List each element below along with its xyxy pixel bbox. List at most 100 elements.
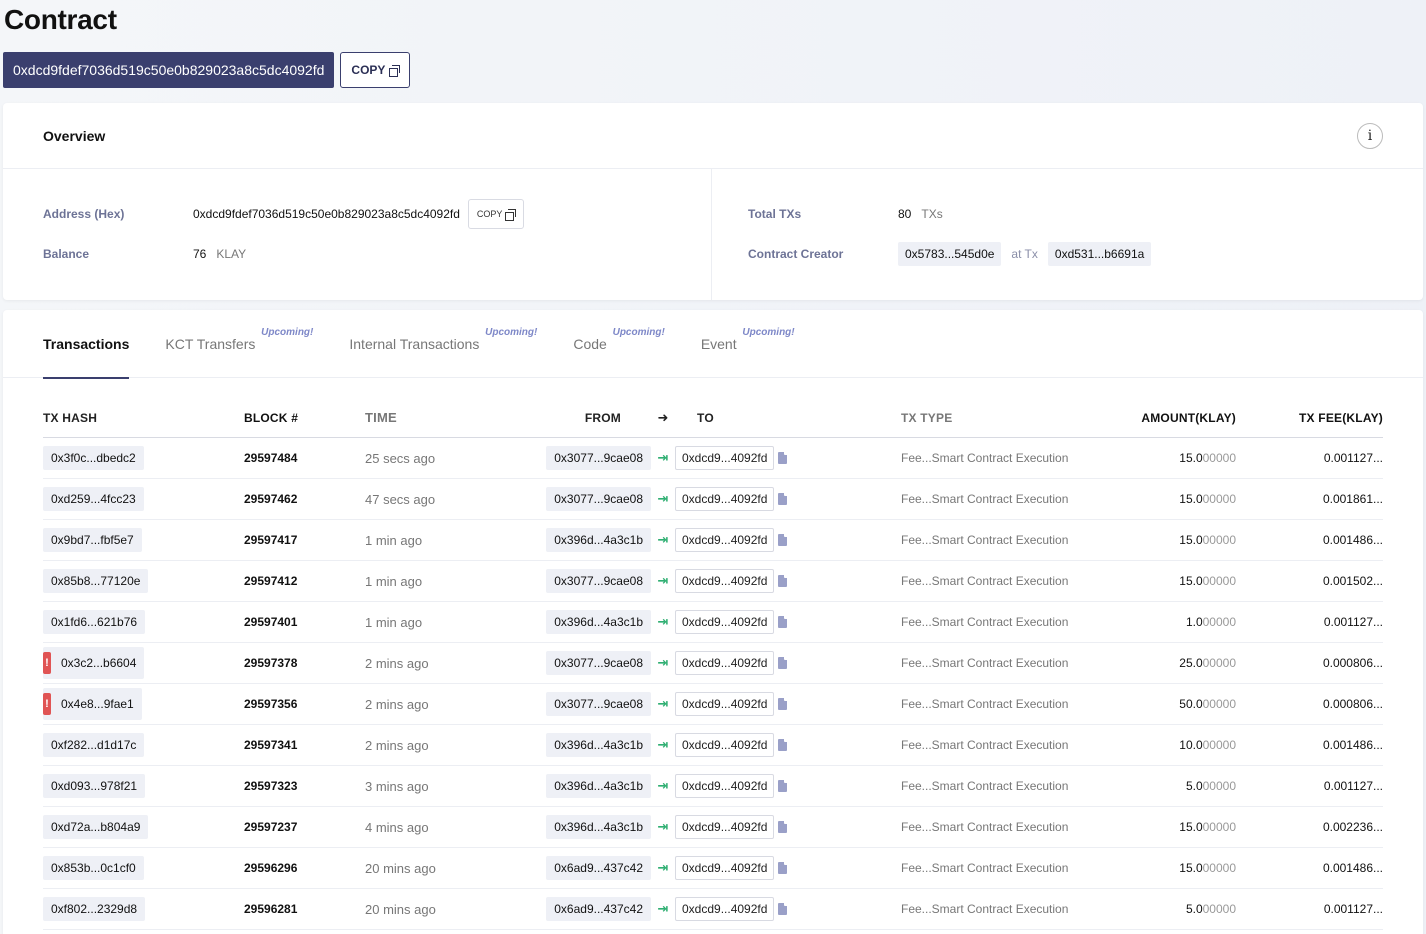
table-row: 0x853b...0c1cf0 29596296 20 mins ago 0x6… bbox=[43, 848, 1383, 889]
balance-unit: KLAY bbox=[216, 247, 247, 261]
tx-time: 3 mins ago bbox=[365, 778, 429, 794]
to-address-link[interactable]: 0xdcd9...4092fd bbox=[675, 774, 775, 798]
from-address-link[interactable]: 0x3077...9cae08 bbox=[546, 569, 651, 593]
from-cell: 0x3077...9cae08 bbox=[539, 446, 651, 470]
to-address-link[interactable]: 0xdcd9...4092fd bbox=[675, 569, 775, 593]
contract-doc-icon bbox=[778, 616, 788, 628]
contract-doc-icon bbox=[778, 862, 788, 874]
from-address-link[interactable]: 0x6ad9...437c42 bbox=[546, 897, 651, 921]
amount-decimals: 00000 bbox=[1202, 697, 1236, 711]
creator-tx-link[interactable]: 0xd531...b6691a bbox=[1047, 242, 1152, 266]
to-address-link[interactable]: 0xdcd9...4092fd bbox=[675, 856, 775, 880]
total-txs-value: 80 bbox=[898, 207, 912, 221]
from-cell: 0x3077...9cae08 bbox=[539, 487, 651, 511]
copy-address-button[interactable]: COPY bbox=[340, 52, 411, 88]
tx-hash-link[interactable]: 0xf282...d1d17c bbox=[43, 733, 145, 757]
tx-hash-text: 0x3c2...b6604 bbox=[61, 656, 137, 670]
from-address-link[interactable]: 0x3077...9cae08 bbox=[546, 487, 651, 511]
tx-hash-text: 0x9bd7...fbf5e7 bbox=[51, 533, 134, 547]
block-number[interactable]: 29596281 bbox=[244, 902, 298, 916]
from-address-link[interactable]: 0x396d...4a3c1b bbox=[546, 815, 651, 839]
tx-hash-text: 0x85b8...77120e bbox=[51, 574, 141, 588]
from-address-link[interactable]: 0x6ad9...437c42 bbox=[546, 856, 651, 880]
info-icon[interactable]: i bbox=[1357, 122, 1383, 149]
block-number[interactable]: 29597237 bbox=[244, 820, 298, 834]
tx-time: 20 mins ago bbox=[365, 860, 436, 876]
tx-fee: 0.001127... bbox=[1323, 615, 1383, 629]
transactions-card: Transactions KCT Transfers Upcoming! Int… bbox=[3, 310, 1423, 934]
tab-internal-transactions[interactable]: Internal Transactions Upcoming! bbox=[349, 310, 537, 378]
block-number[interactable]: 29597417 bbox=[244, 533, 298, 547]
tx-hash-cell: 0xd72a...b804a9 bbox=[43, 815, 244, 839]
tx-hash-link[interactable]: 0x9bd7...fbf5e7 bbox=[43, 528, 142, 552]
to-address-link[interactable]: 0xdcd9...4092fd bbox=[675, 651, 775, 675]
tab-event[interactable]: Event Upcoming! bbox=[701, 310, 795, 378]
from-address-link[interactable]: 0x396d...4a3c1b bbox=[546, 528, 651, 552]
page-title: Contract bbox=[4, 4, 117, 35]
tx-type: Fee...Smart Contract Execution bbox=[901, 861, 1069, 875]
tx-hash-link[interactable]: 0xd093...978f21 bbox=[43, 774, 146, 798]
tx-fee: 0.001486... bbox=[1322, 533, 1383, 547]
tx-hash-link[interactable]: ! 0x3c2...b6604 bbox=[43, 647, 145, 679]
tx-amount: 15.000000 bbox=[1132, 492, 1236, 506]
tab-transactions[interactable]: Transactions bbox=[43, 310, 130, 379]
tx-fee: 0.001127... bbox=[1323, 779, 1383, 793]
block-number[interactable]: 29597341 bbox=[244, 738, 298, 752]
to-cell: 0xdcd9...4092fd bbox=[675, 528, 901, 552]
tx-hash-link[interactable]: 0x85b8...77120e bbox=[43, 569, 149, 593]
block-number[interactable]: 29596296 bbox=[244, 861, 298, 875]
amount-main: 50.0 bbox=[1179, 697, 1203, 711]
contract-doc-icon bbox=[778, 575, 788, 587]
block-number[interactable]: 29597323 bbox=[244, 779, 298, 793]
tab-label: Event bbox=[700, 336, 737, 352]
tx-hash-link[interactable]: 0x853b...0c1cf0 bbox=[43, 856, 144, 880]
creator-address-link[interactable]: 0x5783...545d0e bbox=[898, 242, 1002, 266]
total-txs-row: Total TXs 80 TXs bbox=[748, 199, 1151, 229]
transfer-arrow-icon: ⇥ bbox=[657, 901, 669, 916]
block-number[interactable]: 29597401 bbox=[244, 615, 298, 629]
from-address-link[interactable]: 0x3077...9cae08 bbox=[546, 692, 651, 716]
copy-hex-button[interactable]: COPY bbox=[467, 199, 525, 229]
from-cell: 0x6ad9...437c42 bbox=[539, 897, 651, 921]
block-number[interactable]: 29597378 bbox=[244, 656, 298, 670]
to-address-link[interactable]: 0xdcd9...4092fd bbox=[675, 897, 775, 921]
tx-hash-link[interactable]: 0xd259...4fcc23 bbox=[43, 487, 144, 511]
tx-hash-cell: 0x853b...0c1cf0 bbox=[43, 856, 244, 880]
to-address-link[interactable]: 0xdcd9...4092fd bbox=[675, 733, 775, 757]
tx-hash-text: 0x4e8...9fae1 bbox=[61, 697, 134, 711]
tx-hash-link[interactable]: 0x1fd6...621b76 bbox=[43, 610, 146, 634]
tx-hash-cell: 0xd259...4fcc23 bbox=[43, 487, 244, 511]
block-number[interactable]: 29597356 bbox=[244, 697, 298, 711]
from-address-link[interactable]: 0x396d...4a3c1b bbox=[546, 733, 651, 757]
contract-creator-row: Contract Creator 0x5783...545d0e at Tx 0… bbox=[748, 239, 1152, 269]
to-address-link[interactable]: 0xdcd9...4092fd bbox=[675, 815, 775, 839]
block-number[interactable]: 29597484 bbox=[244, 451, 298, 465]
block-number[interactable]: 29597462 bbox=[244, 492, 298, 506]
from-address-link[interactable]: 0x396d...4a3c1b bbox=[546, 610, 651, 634]
to-address-link[interactable]: 0xdcd9...4092fd bbox=[675, 692, 775, 716]
overview-left-column: Address (Hex) 0xdcd9fdef7036d519c50e0b82… bbox=[3, 169, 712, 300]
tx-hash-link[interactable]: 0xd72a...b804a9 bbox=[43, 815, 149, 839]
to-address-link[interactable]: 0xdcd9...4092fd bbox=[675, 610, 775, 634]
overview-header: Overview i bbox=[3, 103, 1423, 169]
table-row: 0xd093...978f21 29597323 3 mins ago 0x39… bbox=[43, 766, 1383, 807]
header-from: FROM bbox=[584, 410, 621, 425]
from-address-link[interactable]: 0x3077...9cae08 bbox=[546, 446, 651, 470]
transfer-arrow-icon: ⇥ bbox=[657, 860, 669, 875]
to-address-link[interactable]: 0xdcd9...4092fd bbox=[675, 446, 775, 470]
amount-main: 15.0 bbox=[1179, 820, 1203, 834]
tab-code[interactable]: Code Upcoming! bbox=[573, 310, 664, 378]
to-address-link[interactable]: 0xdcd9...4092fd bbox=[675, 528, 775, 552]
block-number[interactable]: 29597412 bbox=[244, 574, 298, 588]
from-address-link[interactable]: 0x3077...9cae08 bbox=[546, 651, 651, 675]
tx-hash-link[interactable]: ! 0x4e8...9fae1 bbox=[43, 688, 142, 720]
tx-hash-text: 0x1fd6...621b76 bbox=[51, 615, 138, 629]
tx-time: 1 min ago bbox=[365, 614, 423, 630]
to-address-link[interactable]: 0xdcd9...4092fd bbox=[675, 487, 775, 511]
tx-hash-link[interactable]: 0xf802...2329d8 bbox=[43, 897, 146, 921]
table-row: 0x9bd7...fbf5e7 29597417 1 min ago 0x396… bbox=[43, 520, 1383, 561]
tx-hash-link[interactable]: 0x3f0c...dbedc2 bbox=[43, 446, 144, 470]
tab-kct-transfers[interactable]: KCT Transfers Upcoming! bbox=[165, 310, 313, 378]
to-cell: 0xdcd9...4092fd bbox=[675, 774, 901, 798]
from-address-link[interactable]: 0x396d...4a3c1b bbox=[546, 774, 651, 798]
